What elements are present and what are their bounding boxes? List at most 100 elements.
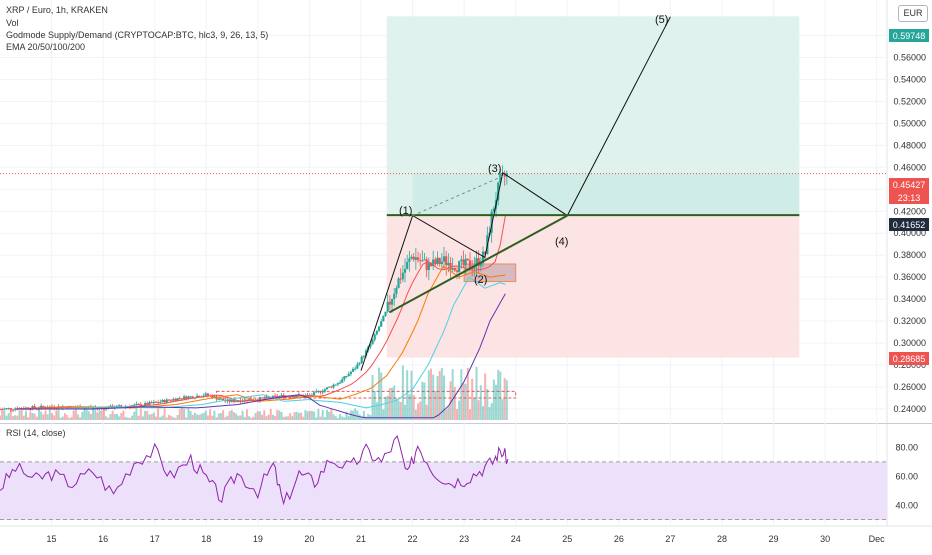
volume-bar — [59, 417, 62, 420]
volume-bar — [443, 375, 446, 420]
candle-body — [434, 259, 437, 265]
volume-bar — [157, 408, 160, 420]
candle-body — [484, 251, 487, 254]
volume-bar — [139, 408, 142, 420]
candle-body — [135, 403, 138, 405]
volume-bar — [317, 408, 320, 420]
volume-bar — [343, 417, 346, 420]
candle-body — [375, 330, 378, 335]
candle-body — [388, 301, 391, 305]
candle-body — [421, 260, 424, 262]
volume-bar — [33, 413, 36, 420]
open-profit-zone — [412, 173, 800, 216]
volume-bar — [365, 416, 368, 420]
rsi-pane — [0, 434, 887, 520]
volume-bar — [24, 411, 27, 420]
currency-button[interactable]: EUR — [898, 5, 928, 22]
candle-body — [351, 368, 355, 372]
volume-bar — [102, 408, 105, 420]
price-tick-label: 0.24000 — [893, 404, 926, 414]
chart-title[interactable]: XRP / Euro, 1h, KRAKEN — [6, 5, 108, 15]
volume-bar — [161, 415, 164, 420]
time-tick-label: 17 — [150, 534, 160, 544]
price-tick-label: 0.52000 — [893, 96, 926, 106]
candle-body — [360, 356, 363, 364]
volume-bar — [61, 416, 64, 420]
volume-bar — [354, 408, 357, 420]
volume-bar — [499, 371, 502, 420]
candle-body — [154, 401, 158, 403]
volume-bar — [0, 415, 1, 420]
wave-label-4: (4) — [555, 236, 568, 248]
indicator-legend[interactable]: Godmode Supply/Demand (CRYPTOCAP:BTC, hl… — [6, 30, 269, 40]
candle-body — [395, 288, 398, 294]
candle-body — [295, 396, 298, 398]
candle-body — [118, 405, 121, 407]
candle-body — [211, 395, 214, 398]
volume-bar — [432, 374, 435, 420]
candle-body — [451, 268, 454, 270]
candle-body — [371, 339, 374, 345]
volume-bar — [70, 416, 73, 420]
volume-bar — [362, 410, 365, 420]
candle-body — [187, 396, 190, 399]
candle-body — [449, 262, 452, 270]
volume-bar — [469, 409, 472, 420]
time-axis[interactable]: 15 16 17 18 19 20 21 22 23 24 25 26 27 28 29 30 Dec — [47, 534, 886, 544]
time-tick-label: Dec — [869, 534, 886, 544]
volume-bar — [222, 410, 225, 420]
price-tick-label: 0.38000 — [893, 250, 926, 260]
candle-body — [183, 396, 186, 399]
candle-body — [3, 408, 6, 410]
volume-bar — [482, 406, 485, 420]
volume-bar — [3, 410, 6, 420]
volume-legend[interactable]: Vol — [6, 18, 19, 28]
candle-body — [224, 400, 227, 402]
ema-lines — [15, 215, 506, 419]
price-axis[interactable]: 0.580000.560000.540000.520000.500000.480… — [893, 30, 926, 510]
volume-bar — [215, 417, 218, 420]
volume-bar — [412, 395, 415, 420]
volume-bar — [326, 409, 329, 420]
price-tick-label: 0.50000 — [893, 118, 926, 128]
volume-bar — [386, 395, 389, 420]
volume-bar — [148, 414, 151, 420]
time-tick-label: 29 — [769, 534, 779, 544]
candle-body — [234, 401, 238, 403]
candle-body — [477, 258, 480, 266]
volume-bar — [378, 367, 381, 420]
volume-bar — [453, 387, 456, 420]
volume-bar — [141, 416, 144, 420]
volume-bar — [152, 412, 155, 420]
candle-body — [170, 400, 173, 402]
volume-bar — [471, 378, 474, 420]
volume-bar — [278, 410, 281, 420]
volume-bar — [167, 414, 170, 420]
candle-body — [429, 262, 433, 267]
time-tick-label: 23 — [459, 534, 469, 544]
volume-bar — [243, 417, 246, 420]
candle-body — [490, 211, 493, 233]
candle-body — [293, 396, 296, 398]
candle-body — [217, 399, 220, 401]
volume-bar — [427, 370, 430, 420]
volume-bar — [254, 413, 257, 420]
volume-bar — [63, 413, 66, 420]
target-price-text: 0.59748 — [893, 31, 926, 41]
candle-body — [503, 173, 506, 177]
target-price-label: 0.59748 — [889, 29, 929, 42]
candle-body — [176, 398, 179, 401]
volume-bar — [291, 416, 294, 420]
volume-bar — [66, 415, 69, 420]
ema-legend[interactable]: EMA 20/50/100/200 — [6, 42, 86, 52]
candle-body — [265, 396, 268, 399]
volume-bar — [128, 417, 131, 420]
wave-drawings[interactable] — [360, 16, 800, 371]
candle-body — [247, 399, 251, 402]
rsi-legend[interactable]: RSI (14, close) — [6, 428, 66, 438]
volume-bar — [261, 414, 264, 420]
candle-body — [137, 403, 140, 405]
candle-body — [219, 398, 223, 400]
